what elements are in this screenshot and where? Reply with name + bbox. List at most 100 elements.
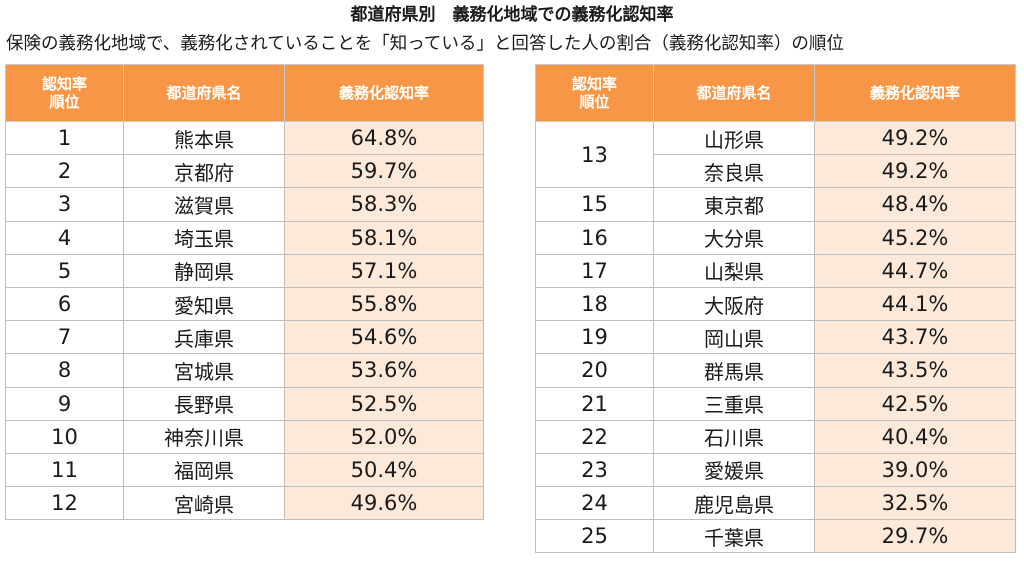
rate-cell: 44.7% bbox=[814, 253, 1016, 288]
table-row: 19 岡山県 43.7% bbox=[535, 320, 1016, 355]
rate-cell: 58.1% bbox=[284, 220, 484, 255]
table-row: 11 福岡県 50.4% bbox=[5, 452, 484, 488]
rate-cell: 48.4% bbox=[814, 187, 1016, 222]
rate-cell: 39.0% bbox=[814, 452, 1016, 488]
prefecture-cell: 静岡県 bbox=[123, 253, 285, 288]
rank-cell: 8 bbox=[5, 353, 124, 388]
prefecture-cell: 岡山県 bbox=[653, 320, 815, 355]
rank-cell: 4 bbox=[5, 220, 124, 255]
rate-cell: 54.6% bbox=[284, 320, 484, 355]
rate-cell: 50.4% bbox=[284, 452, 484, 488]
prefecture-cell: 三重県 bbox=[653, 386, 815, 421]
rank-cell: 18 bbox=[535, 286, 654, 322]
table-header-row: 認知率 順位 都道府県名 義務化認知率 bbox=[535, 64, 1016, 122]
rate-cell: 43.7% bbox=[814, 320, 1016, 355]
rate-cell: 42.5% bbox=[814, 386, 1016, 421]
rate-cell: 49.2% bbox=[814, 154, 1016, 189]
prefecture-cell: 大分県 bbox=[653, 220, 815, 255]
table-row: 12 宮崎県 49.6% bbox=[5, 486, 484, 521]
rate-cell: 43.5% bbox=[814, 353, 1016, 388]
table-row: 20 群馬県 43.5% bbox=[535, 353, 1016, 388]
table-row: 7 兵庫県 54.6% bbox=[5, 320, 484, 355]
header-rank-line2: 順位 bbox=[49, 93, 80, 111]
prefecture-cell: 熊本県 bbox=[123, 120, 285, 156]
prefecture-cell: 大阪府 bbox=[653, 286, 815, 322]
prefecture-cell: 埼玉県 bbox=[123, 220, 285, 255]
rank-cell: 12 bbox=[5, 486, 124, 521]
rank-cell: 7 bbox=[5, 320, 124, 355]
header-prefecture: 都道府県名 bbox=[653, 64, 815, 122]
header-prefecture: 都道府県名 bbox=[123, 64, 285, 122]
page-title: 都道府県別 義務化地域での義務化認知率 bbox=[350, 5, 674, 25]
rate-cell: 49.2% bbox=[814, 120, 1016, 156]
table-row: 2 京都府 59.7% bbox=[5, 154, 484, 189]
rank-cell: 11 bbox=[5, 452, 124, 488]
prefecture-cell: 愛媛県 bbox=[653, 452, 815, 488]
prefecture-cell: 福岡県 bbox=[123, 452, 285, 488]
table-row: 18 大阪府 44.1% bbox=[535, 286, 1016, 322]
rank-cell: 22 bbox=[535, 419, 654, 454]
prefecture-cell: 千葉県 bbox=[653, 519, 815, 554]
prefecture-cell: 山形県 bbox=[653, 120, 815, 156]
table-row: 5 静岡県 57.1% bbox=[5, 253, 484, 288]
ranking-table-right: 認知率 順位 都道府県名 義務化認知率 13 山形県 49.2% 奈良県 49.2% 15 東… bbox=[535, 64, 1016, 554]
header-rate: 義務化認知率 bbox=[814, 64, 1016, 122]
rank-cell: 2 bbox=[5, 154, 124, 189]
rank-cell: 21 bbox=[535, 386, 654, 421]
prefecture-cell: 鹿児島県 bbox=[653, 486, 815, 521]
rate-cell: 52.0% bbox=[284, 419, 484, 454]
rank-cell: 20 bbox=[535, 353, 654, 388]
table-header-row: 認知率 順位 都道府県名 義務化認知率 bbox=[5, 64, 484, 122]
ranking-table-left: 認知率 順位 都道府県名 義務化認知率 1 熊本県 64.8% 2 京都府 59.7% 3 滋賀… bbox=[5, 64, 484, 521]
header-rank-line2: 順位 bbox=[579, 93, 610, 111]
prefecture-cell: 石川県 bbox=[653, 419, 815, 454]
rate-cell: 44.1% bbox=[814, 286, 1016, 322]
rate-cell: 32.5% bbox=[814, 486, 1016, 521]
rate-cell: 59.7% bbox=[284, 154, 484, 189]
prefecture-cell: 滋賀県 bbox=[123, 187, 285, 222]
rate-cell: 52.5% bbox=[284, 386, 484, 421]
rate-cell: 49.6% bbox=[284, 486, 484, 521]
table-row: 4 埼玉県 58.1% bbox=[5, 220, 484, 255]
header-rank: 認知率 順位 bbox=[535, 64, 654, 122]
rank-cell: 25 bbox=[535, 519, 654, 554]
rate-cell: 57.1% bbox=[284, 253, 484, 288]
prefecture-cell: 東京都 bbox=[653, 187, 815, 222]
rank-cell: 13 bbox=[535, 120, 654, 189]
table-row: 8 宮城県 53.6% bbox=[5, 353, 484, 388]
table-row: 6 愛知県 55.8% bbox=[5, 286, 484, 322]
table-row: 25 千葉県 29.7% bbox=[535, 519, 1016, 554]
rank-cell: 16 bbox=[535, 220, 654, 255]
rate-cell: 53.6% bbox=[284, 353, 484, 388]
rate-cell: 29.7% bbox=[814, 519, 1016, 554]
prefecture-cell: 奈良県 bbox=[653, 154, 815, 189]
header-rank-line1: 認知率 bbox=[41, 75, 87, 93]
rank-cell: 19 bbox=[535, 320, 654, 355]
table-row: 22 石川県 40.4% bbox=[535, 419, 1016, 454]
rank-cell: 10 bbox=[5, 419, 124, 454]
header-rank: 認知率 順位 bbox=[5, 64, 124, 122]
rank-cell: 23 bbox=[535, 452, 654, 488]
table-row: 21 三重県 42.5% bbox=[535, 386, 1016, 421]
rate-cell: 55.8% bbox=[284, 286, 484, 322]
rank-cell: 15 bbox=[535, 187, 654, 222]
header-rate: 義務化認知率 bbox=[284, 64, 484, 122]
rank-cell: 1 bbox=[5, 120, 124, 156]
rank-cell: 17 bbox=[535, 253, 654, 288]
table-row: 3 滋賀県 58.3% bbox=[5, 187, 484, 222]
prefecture-cell: 愛知県 bbox=[123, 286, 285, 322]
table-row: 15 東京都 48.4% bbox=[535, 187, 1016, 222]
prefecture-cell: 長野県 bbox=[123, 386, 285, 421]
table-row: 24 鹿児島県 32.5% bbox=[535, 486, 1016, 521]
prefecture-cell: 山梨県 bbox=[653, 253, 815, 288]
prefecture-cell: 神奈川県 bbox=[123, 419, 285, 454]
rate-cell: 58.3% bbox=[284, 187, 484, 222]
rank-cell: 6 bbox=[5, 286, 124, 322]
rank-cell: 3 bbox=[5, 187, 124, 222]
table-row: 17 山梨県 44.7% bbox=[535, 253, 1016, 288]
table-row: 16 大分県 45.2% bbox=[535, 220, 1016, 255]
table-row: 9 長野県 52.5% bbox=[5, 386, 484, 421]
prefecture-cell: 兵庫県 bbox=[123, 320, 285, 355]
rank-cell: 5 bbox=[5, 253, 124, 288]
